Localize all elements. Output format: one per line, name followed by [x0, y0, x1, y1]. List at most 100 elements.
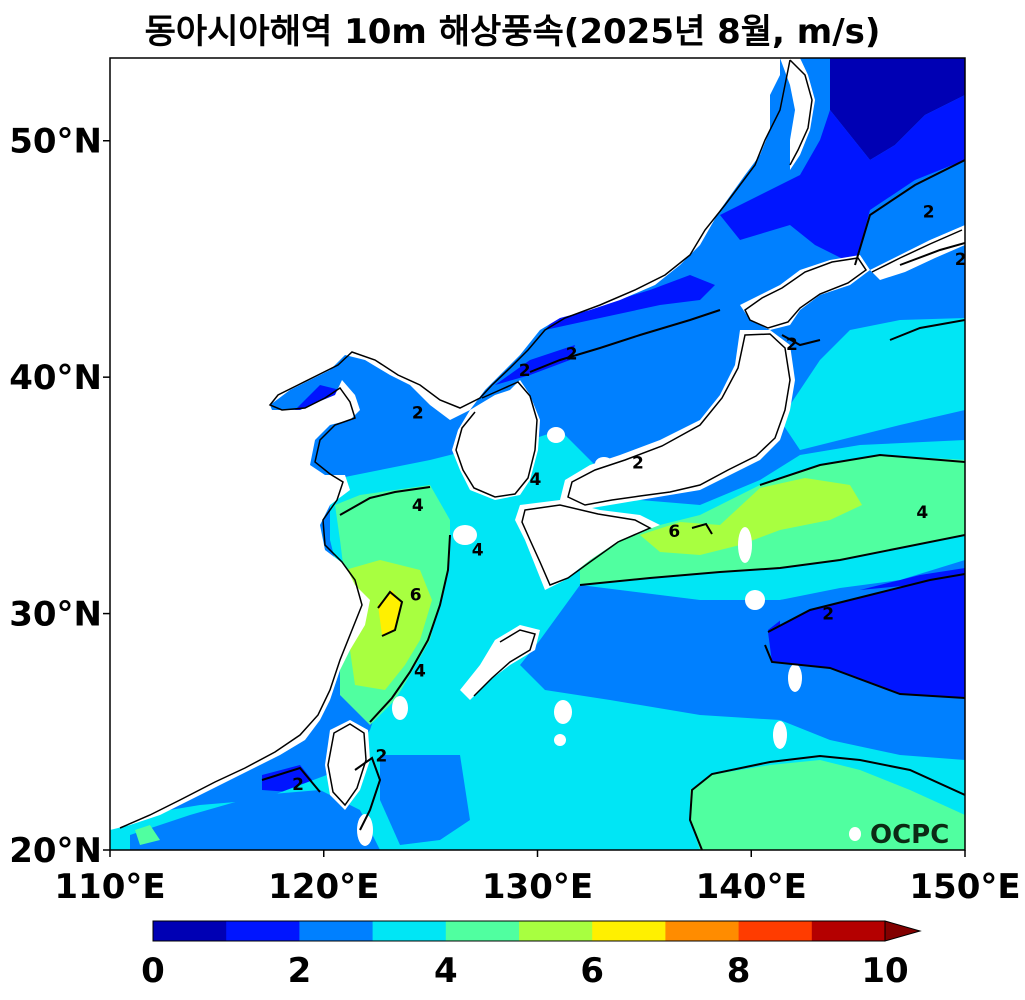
contour-4-ecs-south	[369, 534, 451, 723]
ocpc-watermark: OCPC	[870, 820, 949, 850]
land-masses	[110, 58, 965, 846]
colorbar-frame	[152, 920, 886, 942]
contour-label: 2	[786, 335, 798, 355]
land-island-south-2	[554, 700, 572, 724]
coastline-mainland	[119, 59, 791, 829]
colorbar-tick-label: 10	[861, 951, 908, 991]
contour-label: 2	[519, 361, 531, 381]
land-island-japan-sea	[595, 457, 613, 471]
colorbar-tick-label: 8	[727, 951, 751, 991]
colorbar-tick-label: 4	[434, 951, 458, 991]
land-korea	[452, 380, 540, 500]
field-band-2-3-south-2	[380, 755, 470, 845]
land-island-south-3	[554, 734, 566, 746]
contour-2-east-hokkaido	[889, 319, 965, 341]
colorbar-segment	[153, 921, 227, 941]
contour-label: 4	[414, 661, 426, 681]
coastline-taiwan	[327, 723, 367, 807]
field-band-1-2-north	[720, 95, 965, 265]
colorbar-segment	[811, 921, 886, 941]
contour-2-south-china	[261, 766, 321, 793]
contour-2-pacific	[764, 573, 965, 699]
land-honshu	[560, 330, 795, 510]
colorbar-segment	[445, 921, 520, 941]
contour-2-north	[854, 159, 965, 266]
colorbar-segment	[665, 921, 740, 941]
land-island-south	[773, 721, 787, 749]
field-band-5-6-japan-south	[640, 478, 862, 555]
x-tick-label: 140°E	[696, 867, 807, 907]
field-band-1-2-japan-sea	[545, 275, 715, 330]
x-tick-label: 150°E	[909, 867, 1020, 907]
contour-label: 4	[529, 470, 541, 490]
land-kyushu-shikoku	[515, 500, 660, 590]
contour-label: 2	[292, 775, 304, 795]
contour-6-ecs	[377, 590, 404, 637]
colorbar-tick-label: 2	[288, 951, 312, 991]
field-band-4-5-south-pacific	[690, 760, 965, 850]
contour-label: 2	[566, 345, 578, 365]
land-island-se	[849, 827, 861, 841]
colorbar-segment	[372, 921, 447, 941]
colorbar-segment	[226, 921, 300, 941]
colorbar: 0 2 4 6 8 10	[141, 920, 922, 991]
contour-2-east	[781, 334, 821, 347]
contour-4-japan-upper	[759, 453, 965, 486]
contour-label: 2	[412, 404, 424, 424]
contour-6-japan	[691, 522, 713, 535]
contour-label: 6	[668, 522, 680, 542]
map-title: 동아시아해역 10m 해상풍속(2025년 8월, m/s)	[144, 12, 881, 52]
contour-label: 2	[923, 203, 935, 223]
coastline-sakhalin	[789, 59, 813, 166]
y-tick-label: 30°N	[9, 595, 102, 635]
coastline-ryukyu	[473, 629, 536, 697]
colorbar-extend-arrow	[884, 920, 922, 942]
contour-lines	[261, 159, 965, 850]
land-island-ecs-2	[453, 525, 477, 545]
coastline-korea	[455, 381, 538, 498]
land-island-east	[788, 664, 802, 692]
land-island-jeju	[547, 427, 565, 443]
x-tick-label: 130°E	[482, 867, 593, 907]
axis-ticks: 110°E 120°E 130°E 140°E 150°E 20°N 30°N 40°N 50°…	[9, 122, 1020, 907]
coastline-hokkaido	[744, 257, 868, 329]
contour-label: 6	[410, 586, 422, 606]
land-ryukyu-islands	[460, 625, 540, 700]
land-island-ecs	[392, 696, 408, 720]
land-island-sw	[357, 814, 373, 846]
contour-4-ecs	[339, 486, 431, 516]
field-band-4-5-coast	[135, 825, 160, 845]
field-band-3-4-east	[780, 318, 965, 450]
contour-label: 4	[472, 541, 484, 561]
contour-4-japan	[579, 534, 965, 586]
contour-label: 2	[955, 250, 967, 270]
colorbar-segment	[738, 921, 813, 941]
contour-label: 4	[916, 503, 928, 523]
y-tick-label: 50°N	[9, 122, 102, 162]
land-bonin-island	[745, 590, 765, 610]
field-band-1-2-korea-north	[495, 345, 575, 385]
y-tick-label: 20°N	[9, 831, 102, 871]
colorbar-segment	[592, 921, 666, 941]
contour-2-north-east	[899, 242, 965, 266]
contour-label: 2	[376, 746, 388, 766]
y-tick-label: 40°N	[9, 358, 102, 398]
land-sakhalin	[780, 58, 815, 170]
colorbar-tick-label: 0	[141, 951, 165, 991]
field-band-2-3-south	[130, 790, 380, 850]
contour-2-pacific-south	[688, 754, 965, 850]
colorbar-segment	[519, 921, 593, 941]
coastline-honshu	[567, 333, 791, 506]
contour-2-japan-sea	[529, 309, 721, 373]
field-band-0-1	[830, 58, 965, 160]
coastline-kuril	[871, 229, 963, 273]
field-band-1-2-pacific-core	[768, 574, 965, 698]
contour-label: 2	[632, 453, 644, 473]
contour-labels: 2 2 2 2 2 2 2 4 4 4 6 4 6 4 2 2 2	[292, 203, 966, 795]
colorbar-segment	[299, 921, 374, 941]
contour-2-taiwan	[354, 756, 382, 831]
land-hokkaido	[740, 255, 870, 330]
contour-label: 4	[412, 496, 424, 516]
colorbar-tick-label: 6	[580, 951, 604, 991]
